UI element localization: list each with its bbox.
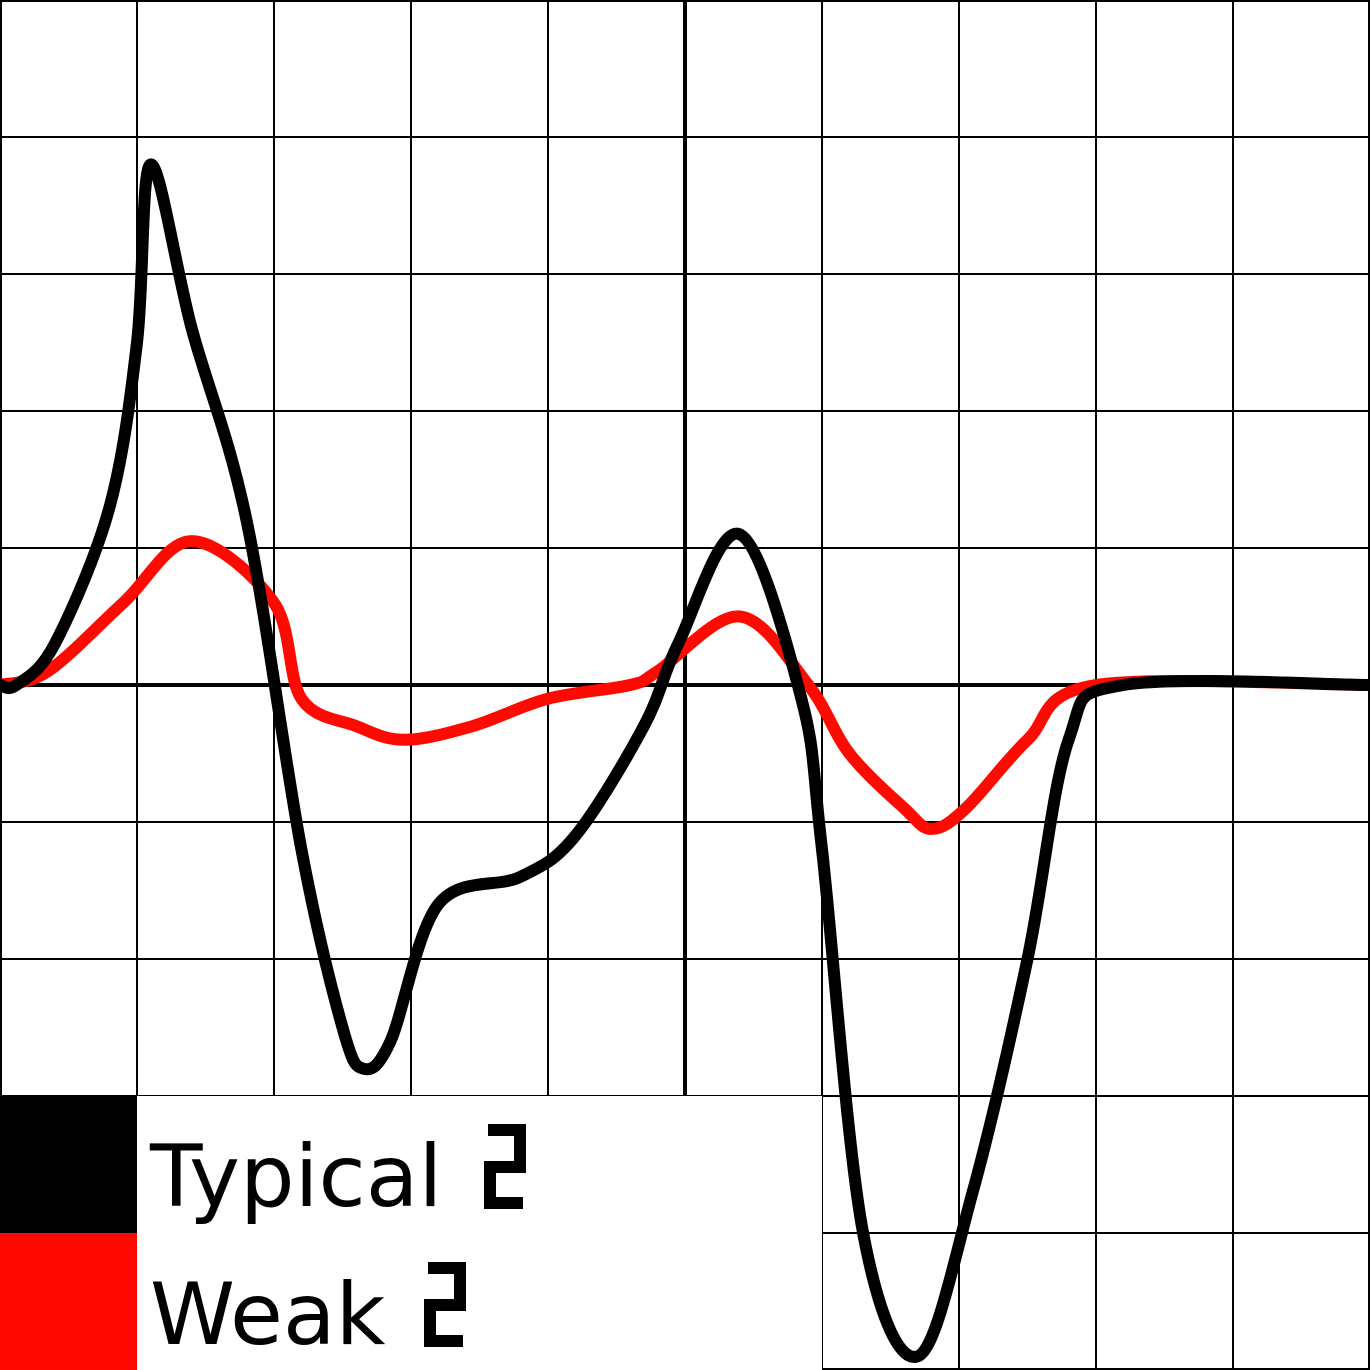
series-line-typical [0, 158, 1370, 1363]
legend-label-weak: Weak [150, 1265, 386, 1365]
legend-swatch-weak [0, 1233, 137, 1370]
series-lines [0, 158, 1370, 1363]
legend-label-typical: Typical [149, 1127, 442, 1227]
pulse-step-icon [424, 1262, 466, 1347]
legend: Typical Weak [0, 1096, 822, 1370]
series-line-weak [0, 535, 1370, 835]
pulse-step-icon [484, 1124, 526, 1209]
legend-swatch-typical [0, 1096, 137, 1233]
